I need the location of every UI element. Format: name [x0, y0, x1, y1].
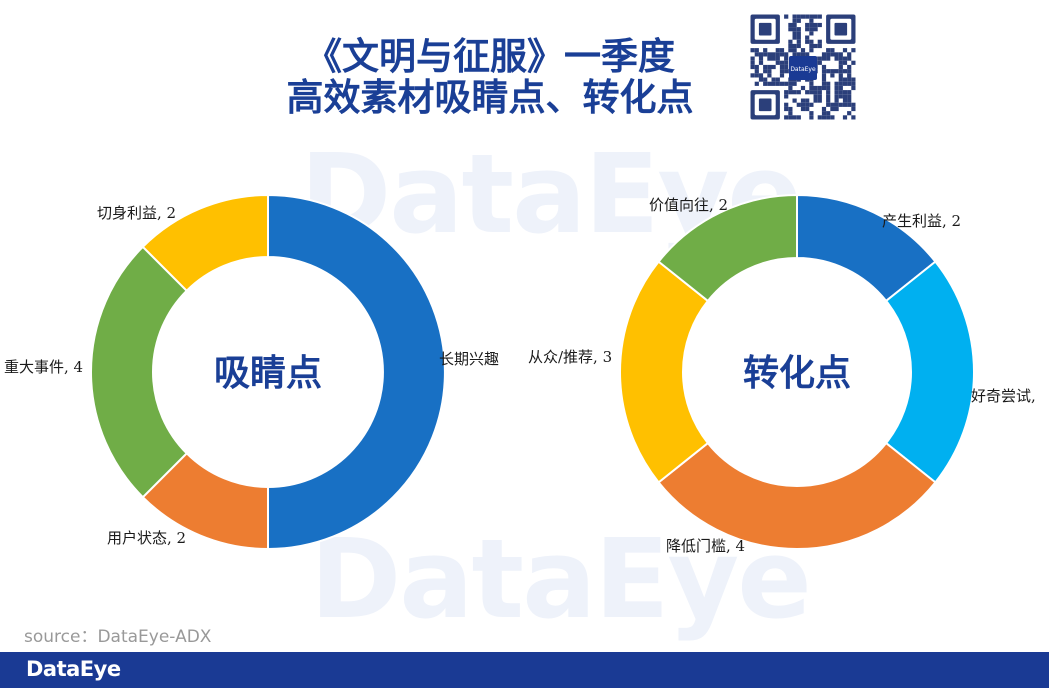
- watermark-bottom: DataEye: [310, 515, 812, 643]
- donut-1-label-3: 重大事件, 4: [4, 358, 83, 376]
- donut-2-label-4: 从众/推荐, 3: [528, 348, 612, 366]
- source-note: source：DataEye-ADX: [24, 627, 212, 647]
- donut-1-label-1: 长期兴趣: [439, 350, 499, 368]
- donut-2-label-3: 降低门槛, 4: [666, 537, 745, 555]
- donut-1-slice-1: [267, 193, 446, 551]
- donut-2-label-1: 产生利益, 2: [882, 212, 961, 230]
- donut-1-label-2: 用户状态, 2: [107, 529, 186, 547]
- footer-bar: DataEye: [0, 652, 1049, 688]
- donut-2-label-5: 价值向往, 2: [649, 196, 728, 214]
- donut-2-slice-4: [619, 260, 710, 484]
- donut-2-slice-3: [657, 441, 937, 550]
- donut-1-label-4: 切身利益, 2: [97, 204, 176, 222]
- qr-center-label: DataEye: [790, 66, 816, 73]
- qr-modules: [750, 14, 856, 120]
- donut-1-center-label: 吸睛点: [214, 353, 322, 394]
- donut-2-slice-2: [884, 260, 975, 484]
- footer-brand-logo: DataEye: [26, 657, 121, 681]
- page-title-line2: 高效素材吸睛点、转化点: [286, 76, 694, 119]
- qr-code: DataEye: [748, 12, 858, 124]
- donut-2-slice-5: [657, 193, 798, 303]
- donut-1-slice-4: [141, 193, 269, 293]
- donut-1-slice-3: [90, 245, 189, 499]
- donut-2-center-label: 转化点: [743, 353, 851, 394]
- page-title-line1: 《文明与征服》一季度: [305, 35, 675, 78]
- donut-2-label-2: 好奇尝试,: [971, 387, 1036, 405]
